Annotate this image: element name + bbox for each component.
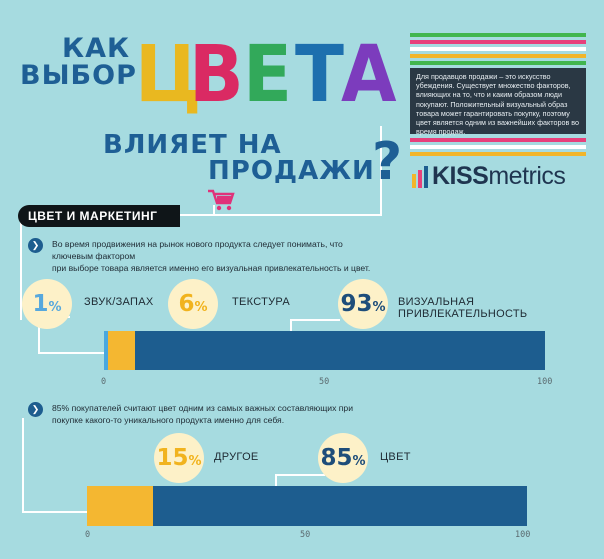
title-vybor: ВЫБОР	[20, 60, 137, 91]
connector-line	[290, 319, 292, 333]
connector-line	[38, 316, 40, 354]
stat-circle: 1%	[22, 279, 72, 329]
decor-stripe	[410, 40, 586, 44]
connector-line	[290, 319, 340, 321]
stacked-bar	[104, 331, 545, 370]
stat-label: ДРУГОЕ	[214, 451, 259, 463]
connector-line	[22, 511, 92, 513]
title-letter: Ц	[135, 30, 202, 120]
block1-text-line: Во время продвижения на рынок нового про…	[52, 239, 343, 261]
axis-tick: 50	[300, 530, 311, 540]
title-letter: Т	[295, 30, 344, 120]
stat-label: ТЕКСТУРА	[232, 296, 290, 308]
intro-text-box: Для продавцов продажи – это искусство уб…	[410, 68, 586, 137]
axis-tick: 0	[85, 530, 91, 540]
decor-stripe	[410, 145, 586, 149]
chevron-right-icon: ❯	[28, 402, 43, 417]
bar-segment	[134, 331, 545, 370]
title-question-mark: ?	[372, 132, 403, 192]
logo-metrics: metrics	[488, 162, 566, 190]
section-title: ЦВЕТ И МАРКЕТИНГ	[28, 209, 158, 223]
connector-line	[38, 352, 108, 354]
bar-segment	[104, 331, 109, 370]
decor-stripe	[410, 138, 586, 142]
block2-text-line: 85% покупателей считают цвет одним из са…	[52, 403, 354, 413]
chevron-right-icon: ❯	[28, 238, 43, 253]
stat-circle: 93%	[338, 279, 388, 329]
axis-tick: 50	[319, 377, 330, 387]
title-letter: В	[189, 30, 244, 120]
connector-line	[22, 418, 24, 513]
connector-line	[180, 214, 380, 216]
axis-tick: 100	[537, 377, 553, 387]
bar-segment	[108, 331, 135, 370]
connector-line	[213, 205, 215, 215]
block2-text-line: покупке какого-то уникального продукта и…	[52, 415, 285, 425]
title-letter: А	[341, 30, 397, 120]
connector-line	[380, 126, 382, 216]
title-prodazhi: ПРОДАЖИ	[208, 156, 375, 186]
stat-label: ЗВУК/ЗАПАХ	[84, 296, 154, 308]
connector-line	[275, 474, 325, 476]
intro-text: Для продавцов продажи – это искусство уб…	[416, 72, 580, 137]
title-kak: КАК	[62, 33, 131, 64]
stat-circle: 15%	[154, 433, 204, 483]
logo-kiss: KISS	[432, 162, 489, 190]
connector-line	[20, 220, 22, 320]
kissmetrics-logo: KISSmetrics	[432, 162, 566, 190]
block2-text: 85% покупателей считают цвет одним из са…	[52, 402, 382, 426]
stat-circle: 6%	[168, 279, 218, 329]
section-header: ЦВЕТ И МАРКЕТИНГ	[18, 205, 180, 227]
decor-stripe	[410, 47, 586, 51]
bar-segment	[87, 486, 153, 526]
decor-stripe	[410, 61, 586, 65]
kissmetrics-logo-icon	[412, 166, 428, 188]
decor-stripe	[410, 54, 586, 58]
block1-text: Во время продвижения на рынок нового про…	[52, 238, 382, 274]
stat-label: ВИЗУАЛЬНАЯ ПРИВЛЕКАТЕЛЬНОСТЬ	[398, 296, 528, 320]
stat-circle: 85%	[318, 433, 368, 483]
bar-segment	[153, 486, 527, 526]
stacked-bar	[87, 486, 527, 526]
axis-tick: 100	[515, 530, 531, 540]
block1-text-line: при выборе товара является именно его ви…	[52, 263, 371, 273]
title-vliyaet: ВЛИЯЕТ НА	[103, 130, 282, 160]
decor-stripe	[410, 33, 586, 37]
title-letter: Е	[243, 30, 293, 120]
decor-stripe	[410, 152, 586, 156]
cart-icon	[208, 189, 235, 211]
title-tsveta: Ц В Е Т А	[135, 36, 405, 116]
stat-label: ЦВЕТ	[380, 451, 411, 463]
connector-line	[275, 474, 277, 486]
axis-tick: 0	[101, 377, 107, 387]
